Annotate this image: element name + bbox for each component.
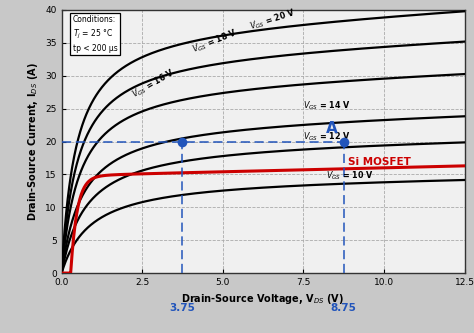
Text: $V_{GS}$ = 10 V: $V_{GS}$ = 10 V — [326, 169, 374, 182]
Y-axis label: Drain-Source Current, I$_{DS}$ (A): Drain-Source Current, I$_{DS}$ (A) — [26, 62, 40, 221]
Text: 3.75: 3.75 — [170, 303, 195, 313]
Text: $V_{GS}$ = 16 V: $V_{GS}$ = 16 V — [129, 66, 177, 101]
Text: A: A — [326, 121, 337, 136]
Text: $V_{GS}$ = 14 V: $V_{GS}$ = 14 V — [303, 99, 351, 112]
Text: $V_{GS}$ = 18 V: $V_{GS}$ = 18 V — [191, 27, 240, 56]
X-axis label: Drain-Source Voltage, V$_{DS}$ (V): Drain-Source Voltage, V$_{DS}$ (V) — [182, 292, 345, 306]
Text: Si MOSFET: Si MOSFET — [348, 157, 411, 166]
Text: $V_{GS}$ = 20 V: $V_{GS}$ = 20 V — [248, 7, 298, 33]
Text: 8.75: 8.75 — [331, 303, 356, 313]
Text: $V_{GS}$ = 12 V: $V_{GS}$ = 12 V — [303, 130, 351, 143]
Text: Conditions:
$T_j$ = 25 °C
tp < 200 μs: Conditions: $T_j$ = 25 °C tp < 200 μs — [73, 15, 118, 53]
